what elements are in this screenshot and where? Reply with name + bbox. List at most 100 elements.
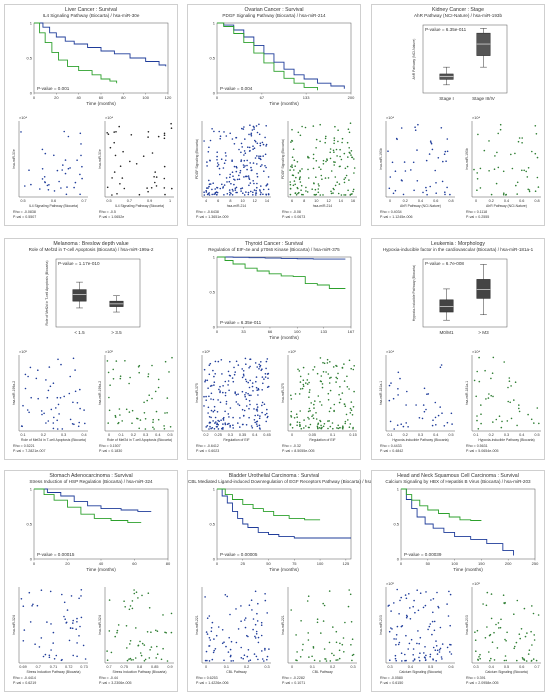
scatter-point (31, 605, 33, 607)
scatter-point (429, 185, 431, 188)
scatter-point (241, 187, 244, 189)
scatter-point (47, 420, 50, 422)
scatter-point (255, 630, 258, 633)
scatter-rho: Rho = -0.4414 (13, 676, 36, 680)
scatter-point (209, 639, 212, 641)
scatter-point (297, 131, 300, 134)
scatter-point (129, 640, 132, 642)
scatter-point (435, 182, 437, 184)
scatter-point (262, 193, 264, 196)
scatter-point (208, 364, 211, 366)
scatter-point (423, 652, 425, 654)
scatter-point (236, 167, 238, 169)
panel-1: Liver Cancer : Survival IL4 Signaling Pat… (4, 4, 178, 226)
scatter-point (504, 602, 506, 605)
scatter-point (308, 381, 310, 384)
scatter-point (42, 655, 45, 658)
scatter-point (52, 422, 55, 424)
scatter-point (400, 127, 403, 129)
scatter-point (170, 612, 173, 615)
scatter-point (339, 148, 341, 151)
scatter-point (265, 420, 267, 423)
scatter-point (502, 170, 505, 173)
km-y-tick-label: 1 (397, 487, 400, 492)
scatter-point (314, 188, 317, 191)
scatter-point (130, 134, 133, 136)
scatter-x-tick-label: 0.2 (41, 433, 46, 437)
scatter-point (203, 194, 206, 196)
scatter-point (341, 367, 344, 369)
scatter-point (229, 375, 232, 377)
scatter-point (294, 165, 296, 167)
scatter-point (400, 423, 402, 425)
scatter-point (256, 425, 259, 427)
box-chart: AhR Pathway (NCI-Nature)Stage I Stage III… (412, 24, 508, 101)
scatter-y-axis-label: hsa-miR-203 (465, 615, 469, 635)
scatter-point (433, 620, 436, 623)
scatter-point (227, 370, 230, 373)
panel-subtitle: AhR Pathway (NCI-Nature) / hsa-miR-193b (413, 13, 503, 18)
scatter-point (492, 356, 495, 359)
scatter-point (533, 634, 535, 636)
scatter-point (317, 422, 320, 425)
scatter-point (204, 379, 207, 381)
scatter-point (507, 400, 509, 403)
scatter-point (306, 379, 309, 381)
scatter-point (449, 593, 452, 596)
scatter-point (344, 621, 346, 624)
scatter-point (290, 165, 292, 168)
scatter-point (151, 364, 153, 367)
scatter-x-tick-label: 0.1 (387, 433, 392, 437)
scatter-point (309, 410, 311, 412)
scatter-point (156, 645, 158, 648)
scatter-x-tick-label: 0.4 (519, 433, 524, 437)
scatter-point (521, 137, 523, 139)
scatter-point (22, 605, 25, 607)
scatter-point (76, 655, 78, 658)
scatter-point (264, 373, 267, 375)
scatter-point (430, 141, 432, 144)
scatter-x-tick-label: 0.69 (19, 665, 26, 669)
scatter-point (106, 650, 108, 652)
scatter-point (350, 367, 352, 370)
scatter-point (256, 155, 258, 157)
scatter-point (20, 425, 23, 427)
scatter-point (349, 122, 352, 124)
km-x-tick-label: 60 (99, 95, 104, 100)
scatter-point (394, 657, 397, 660)
scatter-point (69, 375, 71, 378)
scatter-point (537, 186, 540, 188)
scatter-point (219, 390, 221, 392)
scatter-point (72, 619, 74, 622)
scatter-point (248, 386, 251, 389)
scatter-point (347, 189, 349, 192)
scatter-point (209, 183, 212, 185)
scatter-point (336, 427, 338, 429)
scatter-point (257, 394, 259, 396)
scatter-point (326, 358, 329, 361)
scatter-x-tick-label: 0.7 (534, 665, 539, 669)
km-x-tick-label: 0 (400, 561, 403, 566)
scatter-x-tick-label: 0.4 (408, 665, 413, 669)
scatter-point (429, 623, 432, 625)
scatter-point (255, 194, 257, 196)
scatter-point (147, 373, 150, 375)
scatter-point (299, 656, 302, 658)
scatter-point (396, 138, 398, 141)
scatter-point (264, 647, 266, 650)
scatter-point (312, 125, 315, 127)
scatter-point (264, 413, 267, 416)
scatter-point (229, 176, 231, 179)
scatter-point (331, 652, 333, 655)
scatter-point (52, 382, 55, 384)
scatter-point (300, 184, 303, 187)
scatter-point (247, 649, 250, 651)
scatter-point (440, 127, 443, 129)
scatter-x-tick-label: 0.3 (350, 665, 355, 669)
scatter-point (256, 410, 259, 412)
scatter-point (206, 379, 209, 382)
